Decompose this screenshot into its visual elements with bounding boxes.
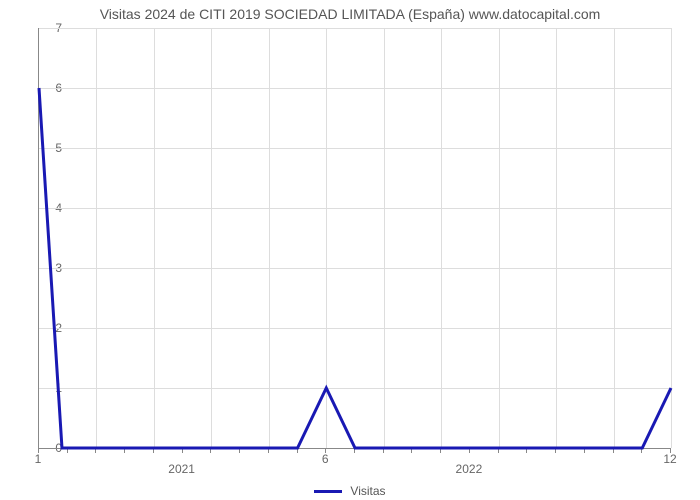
x-tick-label: 1 bbox=[35, 452, 42, 466]
chart-container: Visitas 2024 de CITI 2019 SOCIEDAD LIMIT… bbox=[0, 0, 700, 500]
x-tick-label: 12 bbox=[663, 452, 676, 466]
series-line bbox=[39, 88, 671, 448]
plot-area bbox=[38, 28, 671, 449]
gridline-v bbox=[671, 28, 672, 448]
legend-label: Visitas bbox=[350, 484, 385, 498]
x-year-label: 2022 bbox=[456, 462, 483, 476]
line-layer bbox=[39, 28, 671, 448]
chart-title: Visitas 2024 de CITI 2019 SOCIEDAD LIMIT… bbox=[0, 6, 700, 22]
x-year-label: 2021 bbox=[168, 462, 195, 476]
legend-swatch bbox=[314, 490, 342, 493]
x-tick-label: 6 bbox=[322, 452, 329, 466]
legend: Visitas bbox=[0, 484, 700, 498]
